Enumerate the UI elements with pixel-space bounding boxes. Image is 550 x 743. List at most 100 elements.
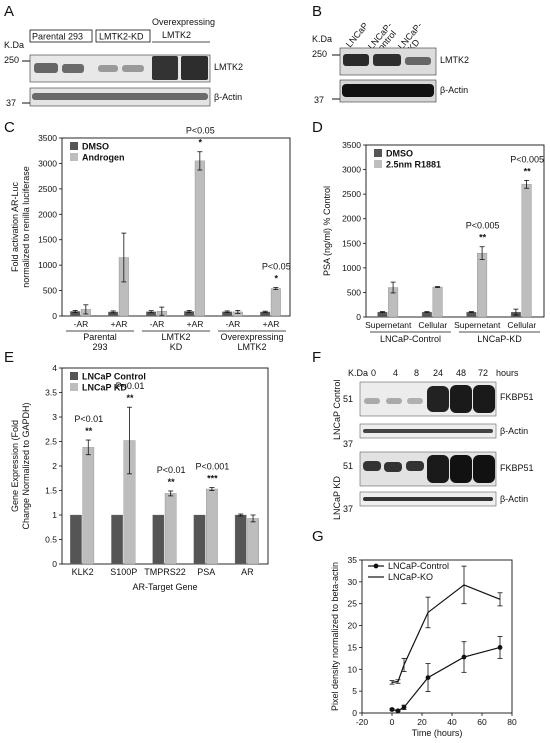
- chart-g-line-ko: [391, 584, 501, 683]
- band: [122, 65, 144, 72]
- chart-e-ytick-label: 4: [52, 363, 57, 373]
- chart-c-bar-s2: [194, 160, 205, 317]
- chart-c-legend-swatch: [70, 153, 78, 161]
- chart-d-bar-s2: [432, 286, 443, 318]
- chart-d-category-label: Cellular: [418, 320, 447, 330]
- chart-g-ylabel: Pixel density normalized to beta-actin: [330, 562, 340, 711]
- chart-d-ylabel: PSA (ng/ml) % Control: [322, 186, 332, 276]
- chart-e-ytick-label: 0.5: [45, 535, 57, 545]
- chart-g-xlabel: Time (hours): [412, 728, 463, 738]
- chart-d-ytick-label: 3000: [342, 165, 361, 175]
- chart-c-ytick-label: 500: [43, 286, 57, 296]
- panel-f-hour-72: 72: [478, 368, 488, 378]
- band: [98, 65, 118, 72]
- panel-f-marker-37b: 37: [343, 504, 353, 514]
- panel-f-row-control: LNCaP Control: [332, 380, 342, 440]
- band: [363, 497, 493, 501]
- band: [373, 54, 401, 66]
- panel-f-row-kd: LNCaP KD: [332, 476, 342, 520]
- panel-e-label: E: [4, 349, 14, 366]
- panel-a-lmtk2-blot: [29, 54, 211, 83]
- chart-g-ytick-label: 15: [348, 642, 358, 652]
- panel-f-hour-24: 24: [433, 368, 443, 378]
- chart-e-stars: **: [168, 477, 176, 487]
- band: [473, 455, 495, 483]
- chart-c-category-label: -AR: [74, 319, 89, 329]
- chart-c-group-label: Overexpressing: [220, 332, 283, 342]
- chart-d-pvalue: P<0.005: [510, 154, 544, 164]
- band: [364, 398, 380, 404]
- chart-d-ytick-label: 2500: [342, 189, 361, 199]
- chart-g-point: [497, 645, 503, 650]
- chart-e-ytick-label: 3.5: [45, 388, 57, 398]
- chart-g-legend-label: LNCaP-Control: [388, 561, 449, 571]
- chart-e-bar-s1: [111, 514, 123, 565]
- chart-d-group-label: LNCaP-Control: [380, 334, 441, 344]
- chart-d-ytick-label: 1500: [342, 238, 361, 248]
- chart-c-stars: *: [199, 138, 203, 148]
- chart-g-ytick-label: 10: [348, 664, 358, 674]
- chart-g-ytick-label: 35: [348, 555, 358, 565]
- chart-c-ylabel: Fold activation AR-Luc: [10, 181, 20, 272]
- chart-e-pvalue: P<0.01: [116, 381, 145, 391]
- chart-e-category-label: S100P: [110, 567, 137, 577]
- panel-a-band-actin: β-Actin: [214, 92, 242, 102]
- panel-f: F K.Da 0 4 8 24 48 72 hours LNCaP Contro…: [312, 349, 534, 520]
- panel-g-label: G: [312, 528, 324, 545]
- chart-c-legend-label: DMSO: [82, 142, 109, 152]
- panel-f-hour-0: 0: [371, 368, 376, 378]
- chart-e-ylabel: Gene Expression (Fold: [10, 420, 20, 512]
- chart-d-ytick-label: 2000: [342, 214, 361, 224]
- chart-c-stars: *: [275, 274, 279, 284]
- chart-e-pvalue: P<0.01: [157, 465, 186, 475]
- chart-d-legend-swatch: [374, 149, 382, 157]
- chart-e-legend-swatch: [70, 383, 78, 391]
- chart-g-xtick-label: 20: [417, 717, 427, 727]
- chart-c-ylabel-2: normalized to renilla luciferase: [21, 166, 31, 288]
- chart-g-frame: [361, 559, 513, 714]
- band: [386, 398, 402, 404]
- chart-d-bar-s2: [521, 184, 532, 318]
- chart-c-ytick-label: 2000: [38, 209, 57, 219]
- chart-d-stars: **: [479, 233, 487, 243]
- chart-e-legend-label: LNCaP KD: [82, 383, 127, 393]
- chart-e-bar-s1: [193, 514, 206, 565]
- chart-d-category-label: Supernetant: [365, 320, 412, 330]
- panel-a-group-3b: LMTK2: [162, 30, 191, 40]
- band: [473, 385, 495, 413]
- chart-c-ytick-label: 3000: [38, 158, 57, 168]
- chart-c-ytick-label: 1000: [38, 260, 57, 270]
- chart-g-point: [395, 708, 401, 714]
- chart-e-category-label: PSA: [197, 567, 215, 577]
- panel-f-hour-4: 4: [393, 368, 398, 378]
- chart-e-bar-s1: [234, 514, 247, 565]
- band: [427, 386, 449, 412]
- chart-c-category-label: -AR: [150, 319, 165, 329]
- chart-e-bar-s2: [206, 488, 218, 565]
- chart-e-stars: **: [85, 426, 93, 436]
- chart-c-ytick-label: 3500: [38, 133, 57, 143]
- chart-d-frame: [365, 144, 545, 318]
- chart-d-category-label: Supernetant: [454, 320, 501, 330]
- band: [152, 56, 178, 80]
- chart-e-ytick-label: 2.5: [45, 437, 57, 447]
- chart-c-pvalue: P<0.05: [262, 262, 291, 272]
- chart-g-xtick-label: 80: [507, 717, 517, 727]
- band: [343, 54, 369, 66]
- chart-g-point: [425, 675, 431, 680]
- chart-c-ytick-label: 0: [52, 311, 57, 321]
- panel-a-group-2: LMTK2-KD: [99, 32, 144, 42]
- chart-c-bar-s2: [270, 288, 281, 317]
- band: [363, 429, 493, 433]
- chart-e-ytick-label: 1.5: [45, 486, 57, 496]
- panel-f-hour-8: 8: [414, 368, 419, 378]
- panel-f-kda: K.Da: [348, 368, 368, 378]
- panel-d-label: D: [312, 119, 323, 136]
- chart-g-xtick-label: 60: [477, 717, 487, 727]
- panel-b-band-lmtk2: LMTK2: [440, 55, 469, 65]
- band: [363, 461, 381, 471]
- chart-c-ytick-label: 2500: [38, 184, 57, 194]
- band: [450, 385, 472, 413]
- chart-e-bar-s2: [82, 447, 95, 565]
